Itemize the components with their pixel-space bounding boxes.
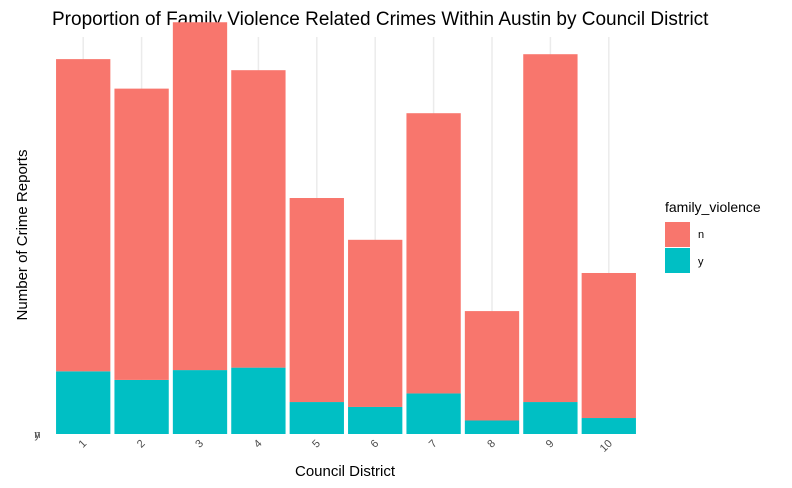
x-tick-label-8: 8 — [485, 438, 498, 451]
bar-5-y — [289, 402, 344, 434]
bar-6-y — [348, 406, 403, 434]
legend-label-n: n — [698, 229, 704, 241]
bar-10-n — [581, 272, 636, 419]
x-tick-label-6: 6 — [369, 438, 382, 451]
x-tick-label-10: 10 — [598, 438, 615, 455]
bar-3-n — [172, 22, 228, 371]
y-axis-title: Number of Crime Reports — [14, 150, 31, 321]
legend-swatch-n — [665, 222, 690, 247]
bar-6-n — [348, 239, 403, 407]
y-tick-label-y: y — [35, 429, 41, 441]
y-tick-labels: yn — [34, 429, 40, 441]
bar-9-n — [523, 54, 578, 403]
x-tick-label-5: 5 — [310, 438, 323, 451]
x-tick-label-1: 1 — [77, 438, 90, 451]
x-tick-labels: 1 2 3 4 5 6 7 8 9 10 — [77, 438, 615, 455]
bar-8-y — [464, 420, 520, 434]
bar-4-y — [231, 367, 286, 434]
legend-title: family_violence — [665, 199, 761, 215]
bar-2-n — [114, 88, 169, 380]
bars — [56, 22, 636, 434]
x-tick-label-7: 7 — [427, 438, 440, 451]
x-tick-label-3: 3 — [193, 438, 206, 451]
bar-7-y — [406, 393, 461, 434]
x-tick-label-4: 4 — [252, 438, 265, 451]
bar-8-n — [464, 311, 520, 421]
legend-label-y: y — [698, 256, 704, 268]
bar-3-y — [172, 370, 228, 434]
bar-1-y — [56, 371, 111, 434]
chart-title: Proportion of Family Violence Related Cr… — [52, 9, 709, 30]
bar-1-n — [56, 59, 111, 372]
legend: family_violence n y — [665, 199, 761, 273]
x-tick-label-9: 9 — [544, 438, 557, 451]
bar-7-n — [406, 113, 461, 394]
bar-2-y — [114, 379, 169, 434]
x-tick-label-2: 2 — [135, 438, 148, 451]
y-tick-label-n: n — [34, 429, 40, 441]
bar-10-y — [581, 418, 636, 434]
legend-swatch-y — [665, 248, 690, 273]
bar-5-n — [289, 198, 344, 403]
bar-9-y — [523, 402, 578, 434]
x-axis-title: Council District — [295, 463, 396, 480]
bar-4-n — [231, 70, 286, 368]
